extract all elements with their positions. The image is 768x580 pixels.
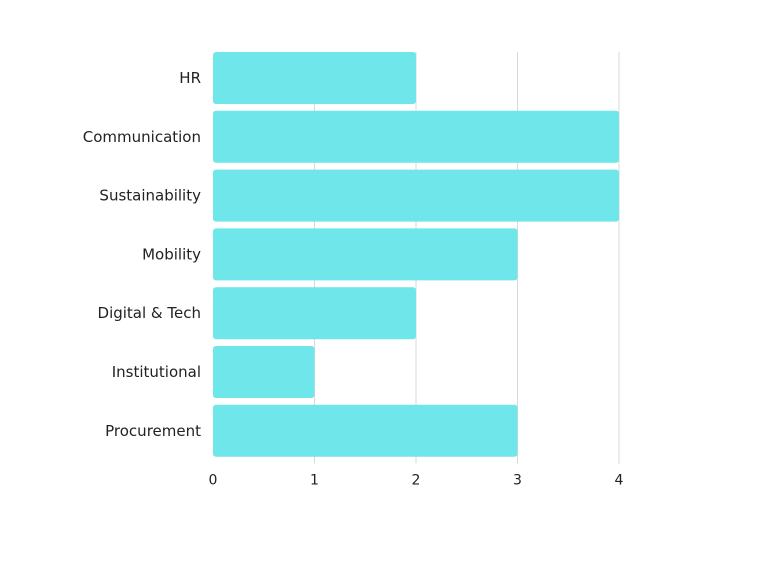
category-label: HR bbox=[179, 69, 201, 87]
x-tick-label: 1 bbox=[310, 473, 319, 489]
bar-procurement bbox=[213, 404, 518, 457]
bar-communication bbox=[213, 110, 619, 163]
bar-digital-tech bbox=[213, 287, 416, 340]
bar-institutional bbox=[213, 346, 315, 398]
x-tick-label: 0 bbox=[209, 473, 218, 489]
bars bbox=[213, 52, 619, 457]
category-label: Communication bbox=[83, 128, 201, 146]
category-label: Sustainability bbox=[99, 187, 201, 205]
category-label: Digital & Tech bbox=[98, 304, 201, 322]
x-tick-label: 3 bbox=[513, 473, 522, 489]
category-label: Procurement bbox=[105, 422, 201, 440]
category-label: Mobility bbox=[142, 245, 201, 263]
category-label: Institutional bbox=[112, 363, 201, 381]
bar-mobility bbox=[213, 228, 518, 281]
x-tick-label: 2 bbox=[412, 473, 421, 489]
bar-sustainability bbox=[213, 169, 619, 222]
x-tick-labels: 0 1 2 3 4 bbox=[209, 473, 624, 489]
x-tick-label: 4 bbox=[615, 473, 624, 489]
category-labels: HR Communication Sustainability Mobility Dig… bbox=[83, 69, 201, 440]
bar-hr bbox=[213, 52, 416, 104]
